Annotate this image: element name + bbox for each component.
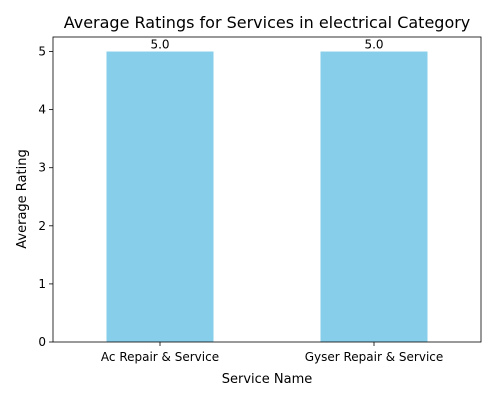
x-axis-label: Service Name bbox=[222, 372, 313, 387]
bar bbox=[106, 51, 214, 343]
y-tick-label: 4 bbox=[38, 103, 46, 117]
x-tick-label: Ac Repair & Service bbox=[101, 350, 219, 364]
y-tick-label: 3 bbox=[38, 161, 46, 175]
chart-title: Average Ratings for Services in electric… bbox=[64, 13, 471, 32]
y-axis-label: Average Rating bbox=[15, 149, 30, 248]
axes-frame bbox=[52, 36, 482, 343]
bar-value-label: 5.0 bbox=[150, 38, 169, 52]
plot-area: 5.0 Ac Repair & Service 5.0 Gyser Repair & … bbox=[38, 36, 482, 364]
y-tick-label: 5 bbox=[38, 45, 46, 59]
bar-value-label: 5.0 bbox=[364, 38, 383, 52]
bar bbox=[320, 51, 428, 343]
y-tick-label: 1 bbox=[38, 277, 46, 291]
y-tick-label: 0 bbox=[38, 335, 46, 349]
x-tick-label: Gyser Repair & Service bbox=[305, 350, 444, 364]
y-tick-label: 2 bbox=[38, 219, 46, 233]
